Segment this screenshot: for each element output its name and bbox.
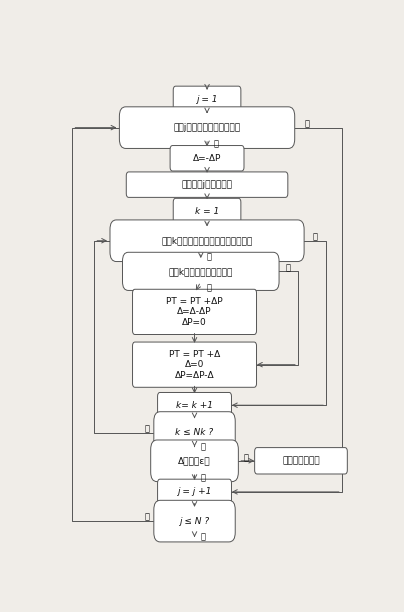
Text: 是: 是 bbox=[145, 513, 150, 522]
Text: 是: 是 bbox=[244, 453, 249, 462]
FancyBboxPatch shape bbox=[110, 220, 304, 261]
FancyBboxPatch shape bbox=[173, 86, 241, 113]
Text: 是: 是 bbox=[207, 252, 212, 261]
Text: 否: 否 bbox=[286, 263, 291, 272]
Text: 否: 否 bbox=[201, 442, 206, 452]
Text: 是: 是 bbox=[213, 140, 218, 149]
Text: 否: 否 bbox=[201, 532, 206, 542]
Text: 微网k具备向外提供功率互济的能力？: 微网k具备向外提供功率互济的能力？ bbox=[162, 236, 252, 245]
Text: Δ仍大于ε？: Δ仍大于ε？ bbox=[178, 457, 211, 465]
Text: j = j +1: j = j +1 bbox=[177, 487, 212, 496]
FancyBboxPatch shape bbox=[154, 500, 235, 542]
Text: j = 1: j = 1 bbox=[196, 95, 218, 104]
Text: 否: 否 bbox=[201, 473, 206, 482]
Text: 读取微网j的互济队列: 读取微网j的互济队列 bbox=[181, 180, 233, 189]
FancyBboxPatch shape bbox=[151, 440, 238, 482]
FancyBboxPatch shape bbox=[133, 289, 257, 335]
FancyBboxPatch shape bbox=[133, 342, 257, 387]
FancyBboxPatch shape bbox=[173, 198, 241, 224]
FancyBboxPatch shape bbox=[120, 107, 295, 149]
Text: 微网j需向外寻求功率互济？: 微网j需向外寻求功率互济？ bbox=[173, 123, 241, 132]
Text: 否: 否 bbox=[313, 233, 318, 242]
FancyBboxPatch shape bbox=[158, 392, 231, 418]
FancyBboxPatch shape bbox=[122, 252, 279, 291]
FancyBboxPatch shape bbox=[170, 146, 244, 171]
FancyBboxPatch shape bbox=[255, 447, 347, 474]
Text: k = 1: k = 1 bbox=[195, 206, 219, 215]
Text: PT = PT +Δ
Δ=0
ΔP=ΔP-Δ: PT = PT +Δ Δ=0 ΔP=ΔP-Δ bbox=[169, 350, 220, 379]
Text: k ≤ Nk ?: k ≤ Nk ? bbox=[175, 428, 214, 437]
Text: 是: 是 bbox=[207, 283, 212, 292]
Text: k= k +1: k= k +1 bbox=[176, 401, 213, 409]
FancyBboxPatch shape bbox=[158, 479, 231, 505]
Text: PT = PT +ΔP
Δ=Δ-ΔP
ΔP=0: PT = PT +ΔP Δ=Δ-ΔP ΔP=0 bbox=[166, 297, 223, 327]
Text: j ≤ N ?: j ≤ N ? bbox=[179, 517, 210, 526]
FancyBboxPatch shape bbox=[154, 412, 235, 453]
Text: 否: 否 bbox=[305, 119, 310, 129]
FancyBboxPatch shape bbox=[126, 172, 288, 198]
Text: 功率不平衡告警: 功率不平衡告警 bbox=[282, 457, 320, 465]
Text: Δ=-ΔP: Δ=-ΔP bbox=[193, 154, 221, 163]
Text: 微网k的供应不大于需求？: 微网k的供应不大于需求？ bbox=[168, 267, 233, 276]
Text: 是: 是 bbox=[145, 425, 150, 434]
